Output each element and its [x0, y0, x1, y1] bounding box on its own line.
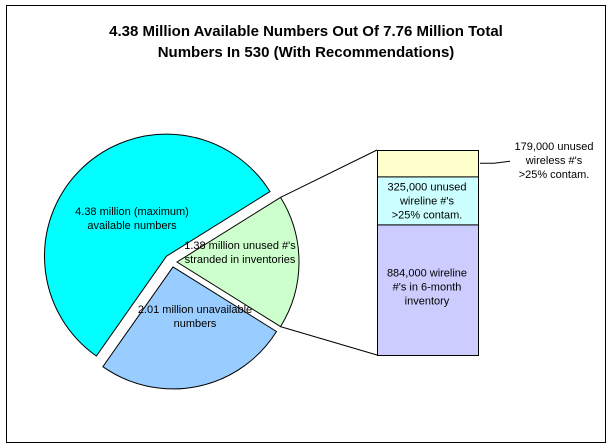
bar-label-wireless-contam: 179,000 unused wireless #'s >25% contam.	[515, 141, 594, 181]
chart-title-line-1: 4.38 Million Available Numbers Out Of 7.…	[109, 23, 503, 40]
connector-line-bottom	[280, 326, 378, 356]
pie-label-unavailable: 2.01 million unavailable numbers	[138, 304, 252, 330]
leader-line-wireless	[480, 160, 511, 164]
connector-line-top	[280, 149, 378, 198]
pie-label-available: 4.38 million (maximum) available numbers	[75, 206, 189, 232]
bar-segment-wireless-contam	[377, 150, 479, 178]
bar-segment-wireline-inventory	[377, 224, 479, 356]
pie-slice-unavailable	[102, 266, 278, 390]
bar-label-wireline-inventory: 884,000 wireline #'s in 6-month inventory	[387, 267, 467, 307]
bar-label-wireline-contam: 325,000 unused wireline #'s >25% contam.	[388, 181, 467, 221]
bar-segment-wireline-contam	[377, 176, 479, 226]
chart-title-line-2: Numbers In 530 (With Recommendations)	[158, 44, 455, 61]
pie-slice-stranded	[176, 196, 300, 328]
pie-label-stranded: 1.38 million unused #'s stranded in inven…	[184, 240, 296, 266]
pie-slice-available	[44, 133, 271, 357]
